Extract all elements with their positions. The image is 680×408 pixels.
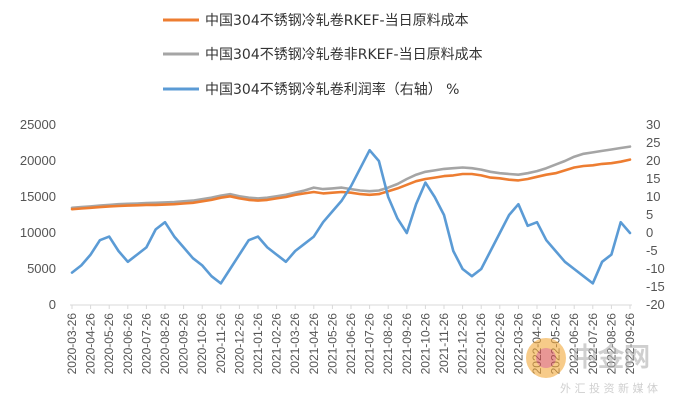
x-tick-label: 2021-12-26 <box>456 313 470 375</box>
x-tick-label: 2022-09-26 <box>623 313 637 375</box>
y-left-tick-label: 20000 <box>20 153 56 168</box>
legend-label-profit: 中国304不锈钢冷轧卷利润率（右轴） % <box>205 81 459 98</box>
series-line-profit <box>70 148 632 285</box>
x-tick-label: 2020-12-26 <box>232 313 246 375</box>
x-tick-label: 2022-03-26 <box>511 313 525 375</box>
x-tick-label: 2020-07-26 <box>139 313 153 375</box>
x-tick-label: 2021-04-26 <box>307 313 321 375</box>
x-tick-label: 2020-06-26 <box>121 313 135 375</box>
watermark-name: 中金网 <box>572 342 650 373</box>
y-right-tick-label: -15 <box>646 279 665 294</box>
x-tick-label: 2021-02-26 <box>270 313 284 375</box>
x-tick-label: 2020-08-26 <box>158 313 172 375</box>
y-left-tick-label: 25000 <box>20 117 56 132</box>
y-right-tick-label: -10 <box>646 261 665 276</box>
y-left-tick-label: 5000 <box>27 261 56 276</box>
x-tick-label: 2022-01-26 <box>474 313 488 375</box>
series-line-rkef <box>70 158 632 211</box>
y-right-tick-label: 30 <box>646 117 660 132</box>
y-right-tick-label: 5 <box>646 207 653 222</box>
y-right-tick-label: -5 <box>646 243 658 258</box>
y-right-tick-label: 20 <box>646 153 660 168</box>
x-tick-label: 2021-08-26 <box>381 313 395 375</box>
x-tick-label: 2022-06-26 <box>567 313 581 375</box>
y-left-tick-label: 15000 <box>20 189 56 204</box>
legend-item-profit: 中国304不锈钢冷轧卷利润率（右轴） % <box>163 81 459 98</box>
y-right-axis: -20 -15 -10 -5 0 5 10 15 20 25 30 <box>646 117 665 312</box>
x-tick-label: 2020-11-26 <box>214 313 228 374</box>
watermark: 中金网 外 汇 投 资 新 媒 体 <box>526 338 658 395</box>
x-tick-label: 2021-09-26 <box>400 313 414 375</box>
legend-label-non-rkef: 中国304不锈钢冷轧卷非RKEF-当日原料成本 <box>205 47 483 63</box>
series-layer <box>70 145 632 285</box>
x-tick-label: 2021-05-26 <box>325 313 339 375</box>
x-tick-label: 2020-09-26 <box>177 313 191 375</box>
y-left-tick-label: 0 <box>49 297 56 312</box>
x-tick-label: 2020-10-26 <box>195 313 209 375</box>
x-tick-label: 2020-04-26 <box>84 313 98 375</box>
y-right-tick-label: 15 <box>646 171 660 186</box>
y-right-tick-label: 10 <box>646 189 660 204</box>
y-left-axis: 0 5000 10000 15000 20000 25000 <box>20 117 56 312</box>
y-right-tick-label: 25 <box>646 135 660 150</box>
x-tick-label: 2022-08-26 <box>604 313 618 375</box>
legend-item-non-rkef: 中国304不锈钢冷轧卷非RKEF-当日原料成本 <box>163 47 483 63</box>
x-tick-label: 2022-02-26 <box>493 313 507 375</box>
watermark-sub: 外 汇 投 资 新 媒 体 <box>560 381 658 395</box>
y-right-tick-label: -20 <box>646 297 665 312</box>
y-left-tick-label: 10000 <box>20 225 56 240</box>
x-tick-label: 2021-10-26 <box>418 313 432 375</box>
x-tick-label: 2021-01-26 <box>251 313 265 375</box>
legend-label-rkef: 中国304不锈钢冷轧卷RKEF-当日原料成本 <box>205 13 469 29</box>
x-tick-label: 2021-11-26 <box>437 313 451 374</box>
x-tick-label: 2021-06-26 <box>344 313 358 375</box>
x-tick-label: 2020-05-26 <box>102 313 116 375</box>
x-tick-label: 2020-03-26 <box>65 313 79 375</box>
x-tick-label: 2022-07-26 <box>586 313 600 375</box>
legend: 中国304不锈钢冷轧卷RKEF-当日原料成本 中国304不锈钢冷轧卷非RKEF-… <box>163 13 483 98</box>
y-right-tick-label: 0 <box>646 225 653 240</box>
watermark-logo-inner-icon <box>536 348 556 368</box>
series-line-non-rkef <box>70 145 632 210</box>
legend-item-rkef: 中国304不锈钢冷轧卷RKEF-当日原料成本 <box>163 13 469 29</box>
x-tick-label: 2021-07-26 <box>363 313 377 375</box>
x-tick-label: 2021-03-26 <box>288 313 302 375</box>
